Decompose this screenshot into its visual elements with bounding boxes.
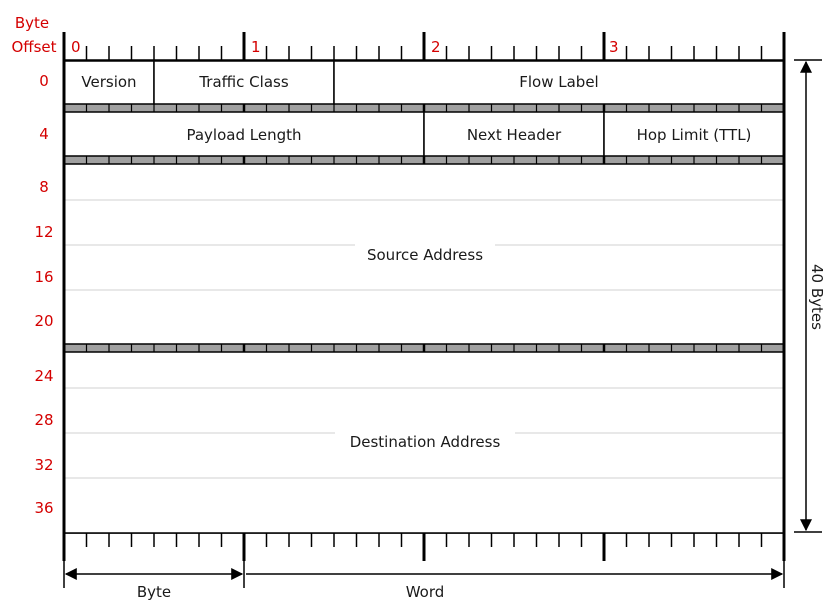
bit-ruler-bottom <box>62 532 786 561</box>
field-hop-limit-label: Hop Limit (TTL) <box>637 126 752 144</box>
byte-offset-label-line2: Offset <box>11 38 56 56</box>
row-offset: 12 <box>34 223 53 241</box>
row-offset: 28 <box>34 411 53 429</box>
field-payload-length <box>63 111 425 157</box>
label-background <box>355 238 495 270</box>
word-legend-label: Word <box>406 583 445 601</box>
field-version-label: Version <box>81 73 136 91</box>
field-traffic-class <box>153 60 335 105</box>
field-next-header-label: Next Header <box>467 126 562 144</box>
row-offset: 24 <box>34 367 53 385</box>
field-destination-address-label: Destination Address <box>350 433 501 451</box>
bit-ruler-top <box>62 32 786 61</box>
label-background <box>335 425 515 457</box>
byte-number: 1 <box>251 38 261 56</box>
field-hop-limit <box>603 111 785 157</box>
field-traffic-class-label: Traffic Class <box>198 73 288 91</box>
row-offset: 32 <box>34 456 53 474</box>
row-offset: 36 <box>34 499 53 517</box>
byte-number: 0 <box>71 38 81 56</box>
total-size-label: 40 Bytes <box>808 264 826 330</box>
byte-number: 2 <box>431 38 441 56</box>
row-offset: 4 <box>39 125 49 143</box>
byte-legend-label: Byte <box>137 583 171 601</box>
byte-number: 3 <box>609 38 619 56</box>
byte-offset-label-line1: Byte <box>15 14 49 32</box>
field-flow-label-label: Flow Label <box>519 73 598 91</box>
row-offset: 8 <box>39 178 49 196</box>
row-offset: 0 <box>39 72 49 90</box>
field-payload-length-label: Payload Length <box>186 126 301 144</box>
row-offset: 16 <box>34 268 53 286</box>
row-offset: 20 <box>34 312 53 330</box>
field-source-address-label: Source Address <box>367 246 483 264</box>
field-next-header <box>423 111 605 157</box>
